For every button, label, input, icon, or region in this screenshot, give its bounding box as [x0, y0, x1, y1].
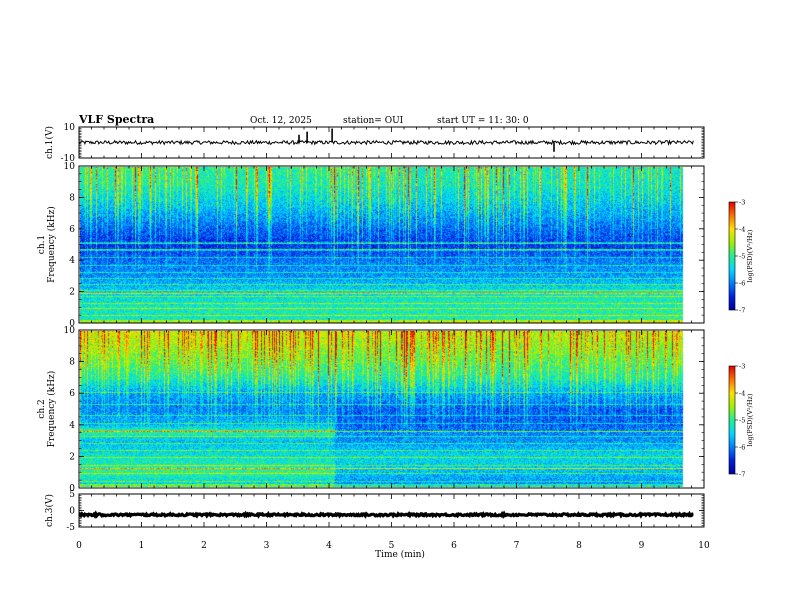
ch1-colorbar-gradient [729, 202, 735, 310]
colorbar-tick-label: -4 [739, 226, 745, 234]
colorbar-tick-label: -7 [739, 307, 745, 315]
colorbar-tick-label: -3 [739, 199, 745, 207]
y-tick-label: 10 [64, 162, 76, 172]
ch1-spectrogram-image [80, 167, 693, 323]
y-tick-label: 2 [69, 452, 75, 462]
y-axis-label: ch.1(V) [44, 126, 55, 159]
x-tick-label: 2 [201, 541, 207, 551]
ch1-waveform-trace [78, 139, 694, 147]
x-tick-label: 10 [698, 541, 710, 551]
start-time-label: start UT = 11: 30: 0 [437, 116, 529, 126]
y-tick-label: 8 [69, 193, 75, 203]
ch2-colorbar-gradient [729, 366, 735, 474]
ch3-waveform-panel: 5 0 -5 ch.3(V) [44, 490, 705, 533]
date-label: Oct. 12, 2025 [250, 116, 312, 126]
ch3-waveform-trace [78, 510, 694, 519]
colorbar-tick-label: -3 [739, 363, 745, 371]
colorbar-tick-label: -4 [739, 390, 745, 398]
ch2-spectrogram-image [80, 331, 693, 487]
y-axis-label: Frequency (kHz) [46, 371, 57, 448]
colorbar-label: log(PSD)(V²/Hz) [746, 393, 754, 446]
y-axis-label: ch.1 [37, 235, 47, 254]
y-axis-label: ch.2 [37, 399, 47, 418]
x-axis-ticks: 0 1 2 3 4 5 6 7 8 9 10 [76, 541, 710, 551]
x-tick-label: 3 [264, 541, 270, 551]
ch1-colorbar: -3 -4 -5 -6 -7 log(PSD)(V²/Hz) [728, 199, 754, 315]
colorbar-tick-label: -7 [739, 471, 745, 479]
figure-title: VLF Spectra [78, 113, 154, 126]
x-tick-label: 4 [326, 541, 332, 551]
y-axis-label: Frequency (kHz) [46, 206, 57, 283]
colorbar-tick-label: -5 [739, 417, 745, 425]
ch2-colorbar: -3 -4 -5 -6 -7 log(PSD)(V²/Hz) [728, 363, 754, 479]
x-axis-label: Time (min) [375, 549, 425, 560]
x-tick-label: 5 [389, 541, 395, 551]
y-tick-label: 0 [69, 484, 75, 494]
y-tick-label: 10 [64, 326, 76, 336]
x-tick-label: 1 [139, 541, 145, 551]
colorbar-tick-label: -6 [739, 444, 745, 452]
station-label: station= OUI [343, 116, 404, 126]
y-tick-label: 6 [69, 225, 75, 235]
ch1-spectrogram-panel: 0 2 4 6 8 10 ch.1 Frequency (kHz) [37, 162, 705, 329]
x-tick-label: 6 [451, 541, 457, 551]
y-tick-label: 0 [69, 319, 75, 329]
colorbar-tick-label: -5 [739, 253, 745, 261]
ch2-spectrogram-panel: 0 2 4 6 8 10 ch.2 Frequency (kHz) [37, 326, 705, 494]
x-tick-label: 9 [639, 541, 645, 551]
y-tick-label: -5 [66, 523, 75, 533]
colorbar-label: log(PSD)(V²/Hz) [746, 229, 754, 282]
y-tick-label: 4 [69, 421, 75, 431]
y-tick-label: 6 [69, 389, 75, 399]
y-tick-label: 0 [69, 507, 75, 517]
x-tick-label: 0 [76, 541, 82, 551]
y-axis-label: ch.3(V) [44, 494, 55, 527]
y-tick-label: 4 [69, 256, 75, 266]
y-tick-label: 8 [69, 358, 75, 368]
y-tick-label: -10 [61, 154, 76, 164]
x-tick-label: 8 [576, 541, 582, 551]
x-tick-label: 7 [514, 541, 520, 551]
y-tick-label: 2 [69, 288, 75, 298]
ch1-waveform-panel: 10 -10 ch.1(V) [44, 123, 705, 164]
y-tick-label: 5 [69, 490, 75, 500]
colorbar-tick-label: -6 [739, 280, 745, 288]
y-tick-label: 10 [64, 123, 76, 133]
